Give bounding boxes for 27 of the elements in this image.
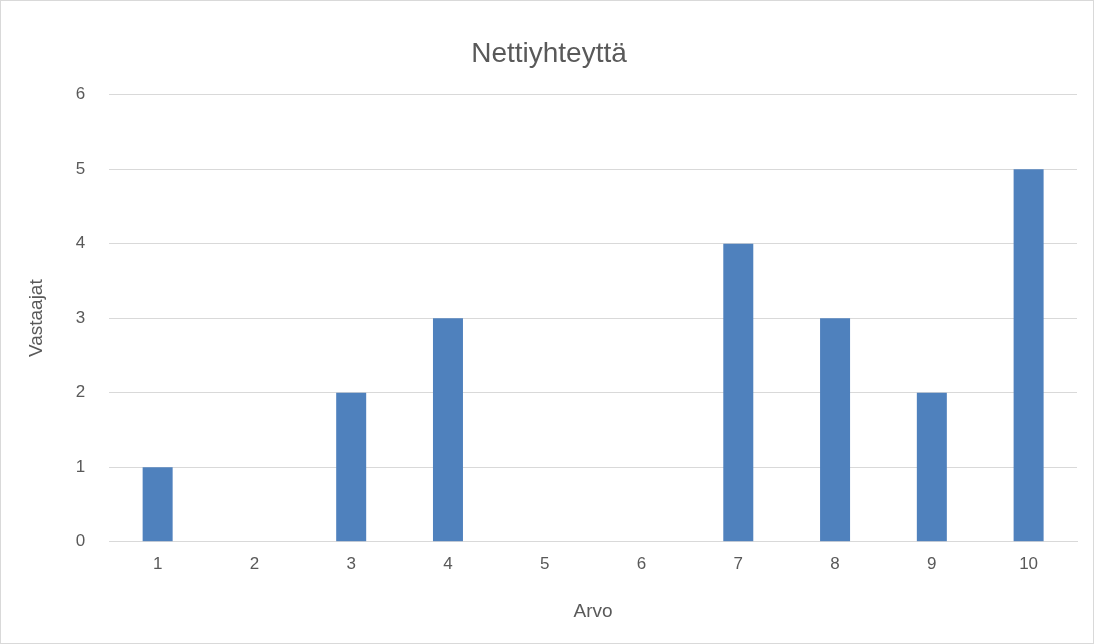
x-tick-label: 1 bbox=[152, 553, 163, 573]
x-axis-title: Arvo bbox=[573, 599, 613, 621]
x-tick-label: 7 bbox=[733, 553, 744, 573]
x-tick-label: 10 bbox=[1019, 553, 1039, 573]
bar bbox=[432, 318, 463, 542]
bar bbox=[336, 392, 367, 542]
y-tick-label: 0 bbox=[75, 531, 86, 551]
bar bbox=[1013, 169, 1044, 542]
x-tick-label: 9 bbox=[927, 553, 937, 573]
chart-title: Nettiyhteyttä bbox=[471, 36, 628, 68]
bar bbox=[723, 243, 754, 542]
x-tick-label: 3 bbox=[346, 553, 356, 573]
bar bbox=[916, 392, 947, 542]
y-axis-title: Vastaajat bbox=[24, 278, 46, 358]
bar bbox=[820, 318, 851, 542]
x-tick-label: 4 bbox=[443, 553, 453, 573]
y-tick-label: 1 bbox=[75, 456, 86, 476]
y-tick-label: 6 bbox=[75, 84, 86, 104]
y-tick-label: 2 bbox=[75, 382, 86, 402]
y-tick-label: 4 bbox=[75, 233, 86, 253]
bar bbox=[142, 467, 173, 542]
x-tick-label: 6 bbox=[636, 553, 647, 573]
x-tick-label: 5 bbox=[540, 553, 550, 573]
x-tick-label: 2 bbox=[249, 553, 260, 573]
y-tick-label: 3 bbox=[75, 307, 86, 327]
x-tick-label: 8 bbox=[830, 553, 840, 573]
y-tick-label: 5 bbox=[75, 158, 86, 178]
